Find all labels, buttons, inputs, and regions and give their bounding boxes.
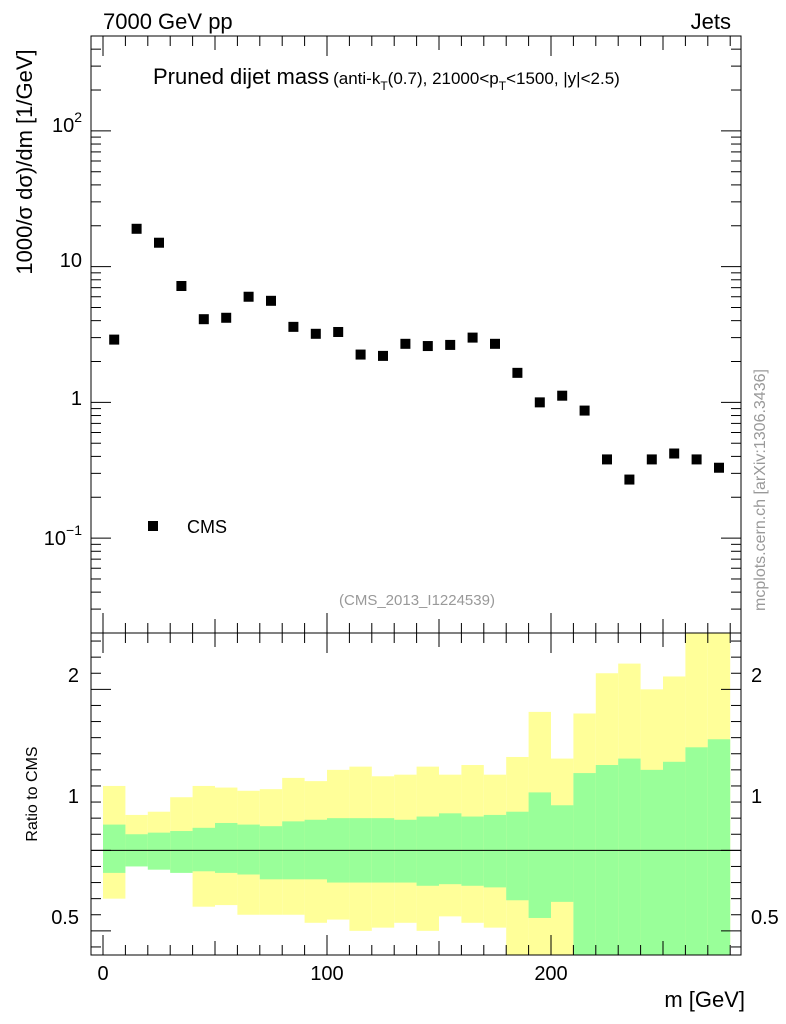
ratio-band-inner — [439, 813, 462, 885]
ratio-band-inner — [618, 758, 641, 955]
ratio-frame — [90, 632, 742, 956]
ytick-0p1-exp: −1 — [66, 522, 82, 538]
title-sub-T2: T — [499, 79, 507, 93]
legend-label-cms: CMS — [187, 517, 227, 537]
data-point-cms — [243, 291, 254, 302]
ratio-ytick-1-right: 1 — [751, 786, 762, 808]
ratio-ytick-2-right: 2 — [751, 665, 762, 687]
main-ylabel: 1000/σ dσ)/dm [1/GeV] — [12, 49, 37, 274]
title-sub-T1: T — [380, 79, 388, 93]
ratio-ytick-0p5-right: 0.5 — [751, 907, 779, 929]
title-sub: (anti-k — [333, 69, 381, 88]
ytick-100-base: 10 — [52, 115, 74, 137]
data-point-cms — [422, 341, 433, 352]
ratio-band-inner — [259, 826, 283, 880]
data-point-cms — [378, 350, 388, 361]
data-point-cms — [310, 328, 321, 339]
ytick-label-1: 1 — [71, 388, 82, 410]
ratio-band-inner — [215, 822, 238, 873]
ratio-band-inner — [573, 773, 596, 955]
data-point-cms — [154, 237, 164, 248]
ratio-band-inner — [528, 792, 551, 918]
data-point-cms — [109, 334, 120, 345]
ratio-band-inner — [461, 816, 484, 886]
ratio-band-inner — [595, 765, 619, 955]
data-point-cms — [534, 397, 545, 408]
data-point-cms — [266, 295, 276, 306]
ratio-band-inner — [483, 814, 507, 888]
data-point-cms — [557, 390, 568, 401]
data-point-cms — [669, 448, 680, 459]
ratio-band-inner — [685, 747, 708, 955]
ytick-label-10: 10 — [60, 250, 82, 272]
header-right: Jets — [691, 9, 731, 34]
ratio-band-inner — [394, 819, 417, 883]
side-label: mcplots.cern.ch [arXiv:1306.3436] — [752, 369, 769, 611]
data-point-cms — [579, 405, 590, 416]
main-tick-marks — [91, 35, 741, 634]
ratio-band-inner — [707, 739, 731, 955]
ratio-tick-marks — [91, 633, 741, 955]
ratio-ytick-0p5-left: 0.5 — [51, 907, 79, 929]
data-point-cms — [624, 474, 635, 485]
ytick-100-exp: 2 — [74, 109, 82, 125]
ratio-band-inner — [103, 824, 126, 873]
ratio-band-inner — [506, 811, 529, 901]
data-point-cms — [691, 454, 702, 465]
legend-marker-cms — [148, 521, 158, 531]
data-point-cms — [176, 280, 187, 291]
ratio-band-inner — [192, 827, 215, 872]
data-point-cms — [288, 321, 299, 332]
ytick-0p1-base: 10 — [44, 528, 66, 550]
ratio-band-inner — [304, 819, 327, 880]
data-point-cms — [490, 338, 500, 349]
title-main: Pruned dijet mass — [153, 64, 329, 89]
data-point-cms — [445, 339, 456, 350]
ratio-bands — [103, 633, 731, 955]
ratio-ylabel: Ratio to CMS — [24, 746, 41, 841]
data-point-cms — [512, 367, 523, 378]
ratio-ytick-1-left: 1 — [68, 786, 79, 808]
xtick-label-100: 100 — [310, 963, 343, 985]
xlabel: m [GeV] — [664, 987, 745, 1012]
analysis-label: (CMS_2013_I1224539) — [339, 592, 495, 609]
data-point-cms — [131, 223, 142, 234]
data-point-cms — [198, 314, 209, 325]
ratio-panel: 2 1 0.5 2 1 0.5 0 100 200 m [GeV] Ratio … — [24, 632, 779, 1012]
main-frame — [90, 35, 742, 634]
ytick-label-100: 102 — [52, 109, 82, 137]
data-point-cms — [602, 454, 612, 465]
plot-title: Pruned dijet mass (anti-kT(0.7), 21000<pT… — [153, 64, 620, 93]
data-point-cms — [467, 332, 478, 343]
ratio-band-inner — [551, 805, 574, 902]
header-left: 7000 GeV pp — [103, 9, 233, 34]
ratio-band-inner — [147, 832, 171, 870]
data-point-cms — [333, 326, 344, 337]
main-data-points — [109, 223, 724, 485]
ratio-band-inner — [170, 831, 193, 873]
data-point-cms — [714, 462, 724, 473]
data-point-cms — [355, 349, 366, 360]
ratio-ytick-2-left: 2 — [68, 665, 79, 687]
ratio-band-inner — [640, 769, 663, 955]
data-point-cms — [221, 312, 232, 323]
ytick-label-0p1: 10−1 — [44, 522, 82, 550]
ratio-band-inner — [237, 824, 260, 875]
data-point-cms — [400, 338, 411, 349]
ratio-band-inner — [663, 761, 686, 955]
xtick-label-0: 0 — [97, 963, 108, 985]
data-point-cms — [646, 454, 657, 465]
xtick-label-200: 200 — [534, 963, 567, 985]
ratio-band-inner — [416, 816, 439, 886]
title-sub-end: <1500, |y|<2.5) — [506, 69, 620, 88]
title-sub-mid: (0.7), 21000<p — [388, 69, 499, 88]
main-panel: 102 10 1 10−1 1000/σ dσ)/dm [1/GeV] Prun… — [12, 35, 742, 634]
